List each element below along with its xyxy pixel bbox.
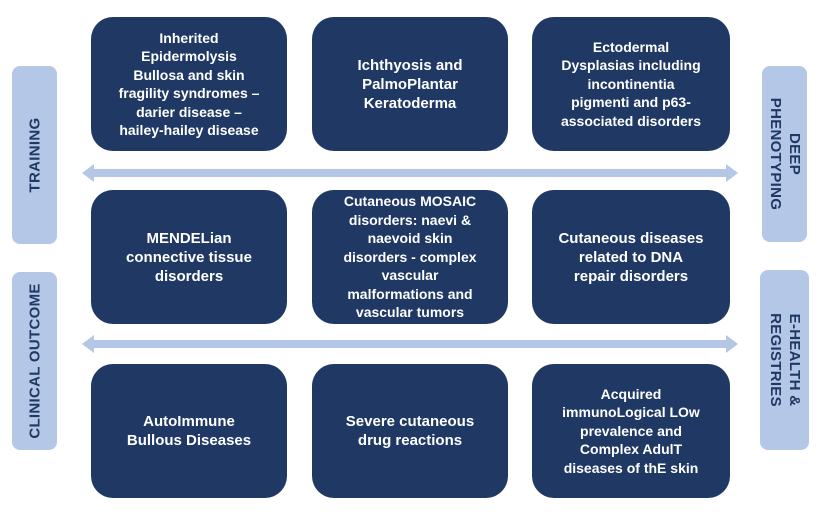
epidermolysis-bullosa-text: Inherited Epidermolysis Bullosa and skin…	[118, 29, 260, 139]
drug-reactions-text: Severe cutaneous drug reactions	[345, 413, 475, 449]
upper-double-arrow	[82, 164, 738, 182]
deep-phenotyping-label: DEEP PHENOTYPING	[766, 97, 803, 211]
ichthyosis-text: Ichthyosis and PalmoPlantar Keratoderma	[357, 56, 463, 112]
training-bar: TRAINING	[12, 66, 57, 244]
ectodermal-dysplasias-box: Ectodermal Dysplasias including incontin…	[532, 17, 730, 151]
clinical-outcome-label: CLINICAL OUTCOME	[26, 283, 43, 439]
acquired-immunological-box: Acquired immunoLogical LOw prevalence an…	[532, 364, 730, 498]
mosaic-disorders-box: Cutaneous MOSAIC disorders: naevi & naev…	[312, 190, 508, 324]
ehealth-registries-label: E-HEALTH & REGISTRIES	[766, 313, 803, 407]
ectodermal-dysplasias-text: Ectodermal Dysplasias including incontin…	[560, 38, 702, 129]
dna-repair-box: Cutaneous diseases related to DNA repair…	[532, 190, 730, 324]
clinical-outcome-bar: CLINICAL OUTCOME	[12, 272, 57, 450]
dna-repair-text: Cutaneous diseases related to DNA repair…	[558, 229, 704, 285]
ichthyosis-box: Ichthyosis and PalmoPlantar Keratoderma	[312, 17, 508, 151]
training-label: TRAINING	[26, 117, 43, 193]
mendelian-box: MENDELian connective tissue disorders	[91, 190, 287, 324]
deep-phenotyping-bar: DEEP PHENOTYPING	[762, 66, 807, 242]
mendelian-text: MENDELian connective tissue disorders	[126, 229, 252, 285]
drug-reactions-box: Severe cutaneous drug reactions	[312, 364, 508, 498]
lower-double-arrow	[82, 335, 738, 353]
epidermolysis-bullosa-box: Inherited Epidermolysis Bullosa and skin…	[91, 17, 287, 151]
mosaic-disorders-text: Cutaneous MOSAIC disorders: naevi & naev…	[343, 193, 477, 321]
autoimmune-bullous-text: AutoImmune Bullous Diseases	[126, 413, 252, 449]
autoimmune-bullous-box: AutoImmune Bullous Diseases	[91, 364, 287, 498]
acquired-immunological-text: Acquired immunoLogical LOw prevalence an…	[562, 385, 700, 476]
ehealth-registries-bar: E-HEALTH & REGISTRIES	[760, 270, 809, 450]
